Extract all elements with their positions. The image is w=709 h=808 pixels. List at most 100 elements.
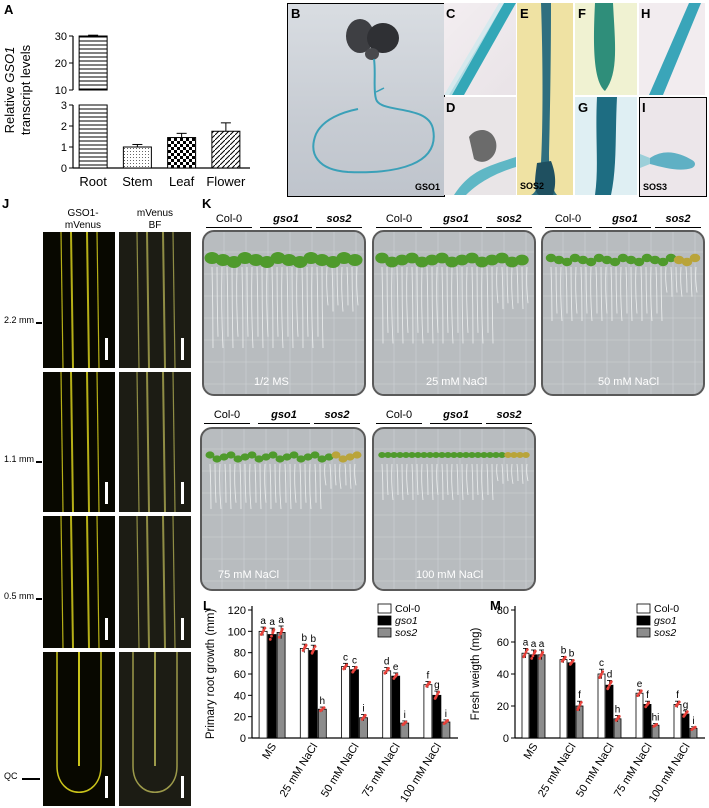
panel-label-j: J — [2, 196, 10, 211]
m-significance-letter: h — [615, 705, 621, 716]
l-ytick-label: 120 — [228, 605, 246, 617]
l-datapoint — [301, 649, 305, 652]
j-col2-line1: mVenus — [136, 208, 174, 219]
l-bar — [299, 648, 309, 739]
l-significance-letter: e — [393, 662, 399, 673]
m-xtick-label: 100 mM NaCl — [647, 741, 693, 804]
l-significance-letter: a — [260, 616, 266, 627]
a-bar — [78, 35, 108, 91]
l-datapoint — [446, 719, 450, 722]
m-datapoint — [530, 657, 534, 660]
group-underline — [486, 227, 532, 228]
j-col1-line2: mVenus — [64, 220, 102, 231]
scale-bar — [181, 482, 184, 504]
l-significance-letter: h — [320, 696, 326, 707]
l-ylabel: Primary root growth (mm) — [205, 609, 217, 740]
seedling-drawing — [312, 19, 435, 174]
m-datapoint — [563, 656, 567, 660]
group-underline — [314, 423, 360, 424]
l-ytick-label: 80 — [234, 648, 246, 660]
l-legend-label: sos2 — [395, 627, 417, 639]
scale-bar — [105, 618, 108, 640]
group-underline — [376, 423, 422, 424]
m-datapoint — [606, 687, 610, 691]
agar-plate: 75 mM NaCl — [200, 427, 366, 591]
group-underline — [376, 227, 422, 228]
m-bar — [597, 673, 606, 739]
m-datapoint — [677, 700, 681, 704]
a-ytick-label: 1 — [61, 142, 67, 154]
m-datapoint — [693, 725, 697, 729]
panel-label-f: F — [578, 6, 586, 21]
m-significance-letter: d — [607, 669, 613, 680]
m-significance-letter: hi — [652, 713, 660, 724]
l-significance-letter: b — [311, 634, 317, 645]
m-significance-letter: c — [599, 658, 604, 669]
m-datapoint — [598, 676, 602, 679]
group-gso1: gso1 — [443, 213, 469, 225]
l-bar — [382, 670, 392, 739]
l-ytick-label: 60 — [234, 669, 246, 681]
chart-a-ylabel: Relative GSO1 — [2, 47, 17, 134]
panel-label-l: L — [203, 598, 211, 613]
group-sos2: sos2 — [496, 409, 522, 421]
panel-label-a: A — [4, 2, 14, 17]
panel-label-k: K — [202, 196, 212, 211]
group-underline — [430, 423, 482, 424]
m-bar — [635, 692, 644, 739]
m-bar — [529, 654, 538, 739]
tag-gso1: GSO1 — [414, 182, 440, 192]
m-datapoint — [538, 657, 542, 660]
m-legend-label: sos2 — [654, 627, 676, 639]
j-col2-header: mVenus BF — [120, 208, 190, 232]
l-legend-label: Col-0 — [395, 603, 420, 615]
m-datapoint — [524, 650, 528, 654]
l-datapoint — [343, 665, 347, 669]
agar-plate: 1/2 MS — [202, 230, 366, 396]
l-datapoint — [311, 649, 315, 652]
j-brightfield-image — [119, 516, 191, 648]
l-datapoint — [313, 645, 317, 648]
m-legend-label: gso1 — [654, 615, 677, 627]
panel-label-i: I — [642, 100, 646, 115]
a-ytick-label: 2 — [61, 121, 67, 133]
m-ytick-label: 40 — [497, 669, 509, 681]
j-position-tick — [22, 778, 40, 780]
l-datapoint — [351, 670, 355, 674]
a-ytick-label: 10 — [55, 85, 67, 97]
l-bar — [308, 650, 318, 739]
l-ytick-label: 0 — [240, 733, 246, 745]
chart-l: 0 20 40 60 80 100 120 Primary root growth (mm) a… — [205, 603, 458, 805]
m-datapoint — [522, 654, 526, 657]
l-datapoint — [263, 626, 267, 630]
scale-bar — [105, 776, 108, 798]
panel-i-photo: SOS3 — [639, 97, 707, 197]
group-col0: Col-0 — [385, 409, 413, 421]
panel-label-g: G — [578, 100, 589, 115]
scale-bar — [181, 776, 184, 798]
group-underline — [316, 227, 362, 228]
m-legend-label: Col-0 — [654, 603, 679, 615]
m-significance-letter: i — [692, 716, 694, 727]
m-significance-letter: b — [561, 645, 567, 656]
m-datapoint — [599, 673, 603, 677]
group-underline — [206, 227, 252, 228]
a-xtick-label: Root — [79, 174, 107, 189]
plate-condition-label: 1/2 MS — [254, 376, 289, 388]
m-datapoint — [682, 714, 686, 717]
m-datapoint — [531, 654, 535, 658]
group-sos2: sos2 — [496, 213, 522, 225]
l-datapoint — [271, 631, 275, 635]
l-bar — [391, 675, 401, 739]
group-underline — [655, 227, 701, 228]
l-datapoint — [363, 714, 367, 718]
l-significance-letter: i — [404, 710, 406, 721]
m-bar — [673, 704, 682, 739]
l-bar — [432, 694, 442, 739]
scale-bar — [181, 338, 184, 360]
l-ytick-label: 40 — [234, 690, 246, 702]
m-bar — [567, 662, 576, 739]
m-significance-letter: a — [539, 639, 545, 650]
m-datapoint — [609, 681, 613, 685]
